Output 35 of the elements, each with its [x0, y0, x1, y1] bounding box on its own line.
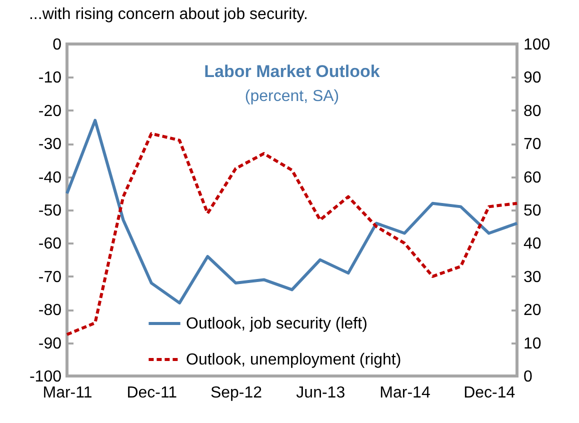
y2-tick-label: 20	[524, 302, 542, 320]
y2-tick-label: 90	[524, 70, 542, 87]
y2-tick-label: 100	[524, 36, 550, 54]
y-tick-label: -100	[29, 368, 62, 386]
legend-label: Outlook, job security (left)	[186, 316, 368, 332]
y-tick-label: -40	[38, 169, 62, 186]
y2-tick-label: 60	[524, 169, 542, 186]
y2-tick-label: 50	[524, 202, 542, 220]
y2-tick-label: 40	[524, 236, 542, 253]
y-tick-label: 0	[52, 36, 62, 54]
y2-tick-label: 70	[524, 136, 542, 154]
y2-tick-label: 30	[524, 268, 542, 286]
y2-tick-label: 80	[524, 102, 542, 120]
x-tick-label: Dec-14	[464, 384, 516, 402]
line-series	[66, 132, 518, 336]
y2-tick-label: 10	[524, 335, 542, 352]
x-tick-label: Dec-11	[126, 384, 178, 402]
annotation: Labor Market Outlook	[204, 62, 380, 81]
y-tick-label: -70	[38, 268, 62, 286]
x-tick-label: Mar-11	[42, 384, 92, 402]
x-tick-label: Jun-13	[296, 384, 346, 402]
y-tick-label: -20	[38, 102, 62, 120]
chart-title: ...with rising concern about job security.	[28, 6, 308, 23]
y-tick-label: -80	[38, 302, 62, 320]
annotation: (percent, SA)	[244, 88, 340, 105]
y-tick-label: -60	[38, 236, 62, 253]
x-tick-label: Mar-14	[380, 384, 430, 402]
y-tick-label: -30	[38, 136, 62, 154]
y-tick-label: -90	[38, 335, 62, 352]
y2-tick-label: 0	[524, 368, 532, 386]
legend-label: Outlook, unemployment (right)	[186, 352, 402, 368]
x-tick-label: Sep-12	[210, 384, 262, 402]
y-tick-label: -10	[38, 70, 62, 87]
line-series	[66, 118, 518, 304]
y-tick-label: -50	[38, 202, 62, 220]
